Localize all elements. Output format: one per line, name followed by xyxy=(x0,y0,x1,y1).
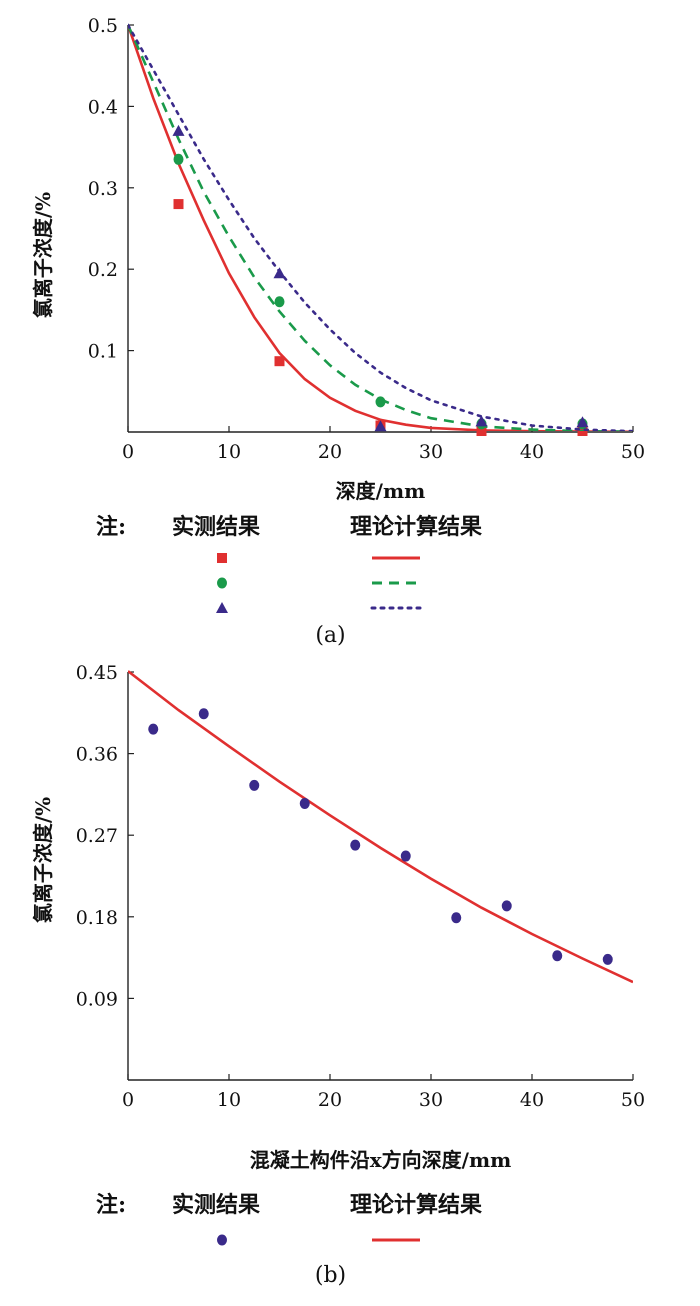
x-axis-label: 深度/mm xyxy=(336,479,426,503)
legend-theory-label: 理论计算结果 xyxy=(350,514,482,540)
x-tick-label: 20 xyxy=(318,1089,342,1111)
x-tick-label: 40 xyxy=(520,441,544,463)
data-point xyxy=(476,426,487,436)
y-tick-label: 0.5 xyxy=(88,15,118,37)
y-axis-label: 氯离子浓度/% xyxy=(31,192,55,318)
data-point xyxy=(273,267,286,279)
data-point xyxy=(576,416,589,428)
legend-marker xyxy=(217,1234,227,1246)
fit-line-series-3 xyxy=(128,23,633,431)
data-point xyxy=(249,779,260,791)
data-point xyxy=(274,356,285,367)
panel-label: (a) xyxy=(315,623,345,648)
y-tick-label: 0.09 xyxy=(76,988,118,1010)
y-tick-label: 0.36 xyxy=(76,744,118,766)
x-axis-label: 混凝土构件沿x方向深度/mm xyxy=(250,1148,512,1172)
y-tick-label: 0.18 xyxy=(76,907,118,929)
fit-line-series-1 xyxy=(128,24,633,431)
fit-line-series-2 xyxy=(128,24,633,431)
y-tick-label: 0.45 xyxy=(76,662,118,684)
legend-measured-label: 实测结果 xyxy=(172,1192,260,1218)
x-tick-label: 50 xyxy=(621,441,645,463)
legend-marker xyxy=(217,553,227,563)
data-point xyxy=(350,839,361,851)
x-tick-label: 0 xyxy=(122,1089,134,1111)
data-point xyxy=(299,797,310,809)
x-tick-label: 10 xyxy=(217,441,241,463)
legend-marker xyxy=(217,577,227,589)
x-tick-label: 30 xyxy=(419,1089,443,1111)
data-point xyxy=(274,296,285,308)
panel-label: (b) xyxy=(315,1263,346,1288)
y-tick-label: 0.27 xyxy=(76,825,118,847)
data-point xyxy=(475,415,488,427)
data-point xyxy=(172,124,185,136)
data-point xyxy=(375,396,386,408)
y-axis-label: 氯离子浓度/% xyxy=(31,797,55,923)
legend-marker xyxy=(216,602,228,613)
x-tick-label: 40 xyxy=(520,1089,544,1111)
data-point xyxy=(198,708,209,720)
legend-theory-label: 理论计算结果 xyxy=(350,1192,482,1218)
x-tick-label: 30 xyxy=(419,441,443,463)
data-point xyxy=(173,199,184,210)
x-tick-label: 0 xyxy=(122,441,134,463)
x-tick-label: 20 xyxy=(318,441,342,463)
y-tick-label: 0.1 xyxy=(88,341,118,363)
data-point xyxy=(400,850,411,862)
x-tick-label: 50 xyxy=(621,1089,645,1111)
y-tick-label: 0.4 xyxy=(88,96,118,118)
data-point xyxy=(148,723,159,735)
data-point xyxy=(501,900,512,912)
legend-measured-label: 实测结果 xyxy=(172,514,260,540)
data-point xyxy=(602,953,613,965)
data-point xyxy=(173,153,184,165)
y-tick-label: 0.2 xyxy=(88,259,118,281)
data-point xyxy=(374,420,387,432)
y-tick-label: 0.3 xyxy=(88,178,118,200)
data-point xyxy=(451,912,462,924)
data-point xyxy=(552,950,563,962)
chart-panel-a: 0 10 20 30 40 50 0.1 0.2 0.3 0.4 0.5 深度/mm 氯离子浓度/% 注:… xyxy=(31,15,645,648)
legend-note: 注: xyxy=(96,514,126,540)
legend-note: 注: xyxy=(96,1192,126,1218)
chart-panel-b: 0 10 20 30 40 50 0.09 0.18 0.27 0.36 0.45 混凝土构件沿x方向… xyxy=(31,662,645,1288)
fit-line-series-1 xyxy=(128,670,633,984)
x-tick-label: 10 xyxy=(217,1089,241,1111)
